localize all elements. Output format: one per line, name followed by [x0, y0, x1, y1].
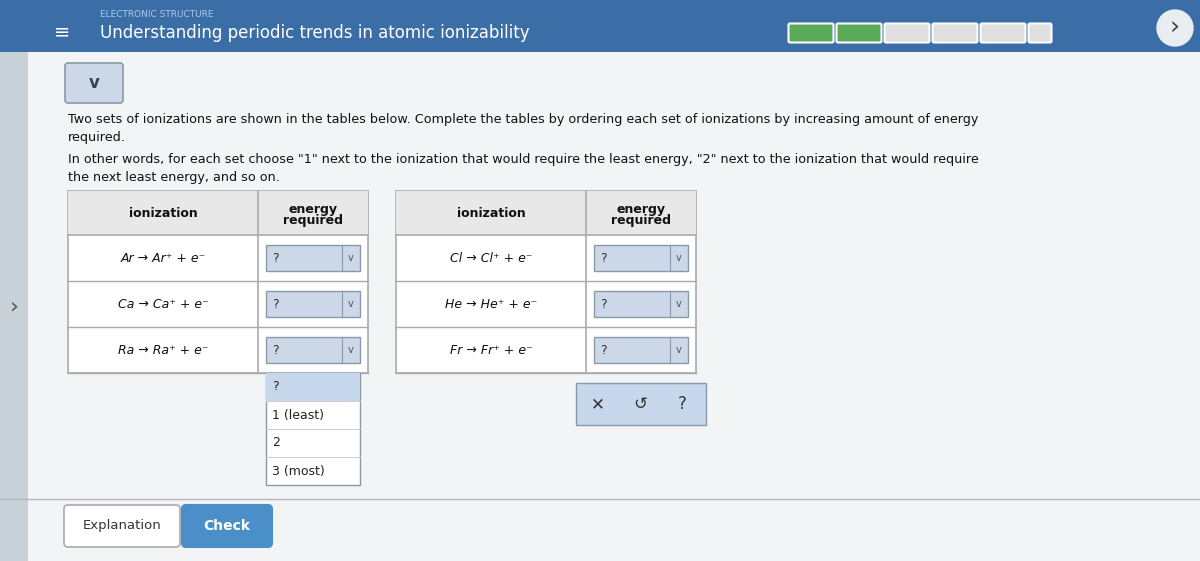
Text: Explanation: Explanation [83, 519, 161, 532]
Text: ?: ? [272, 297, 278, 310]
Text: ?: ? [272, 251, 278, 264]
Text: ✕: ✕ [592, 395, 605, 413]
Text: ?: ? [600, 343, 607, 356]
Text: ?: ? [600, 251, 607, 264]
Text: ?: ? [678, 395, 686, 413]
Text: the next least energy, and so on.: the next least energy, and so on. [68, 171, 280, 184]
Circle shape [1157, 10, 1193, 46]
FancyBboxPatch shape [266, 291, 360, 317]
Text: v: v [676, 345, 682, 355]
Text: v: v [89, 74, 100, 92]
Text: ELECTRONIC STRUCTURE: ELECTRONIC STRUCTURE [100, 10, 214, 19]
Text: Ra → Ra⁺ + e⁻: Ra → Ra⁺ + e⁻ [118, 343, 209, 356]
Text: ≡: ≡ [54, 22, 70, 42]
Text: In other words, for each set choose "1" next to the ionization that would requir: In other words, for each set choose "1" … [68, 153, 979, 166]
Text: required: required [283, 214, 343, 227]
Text: v: v [676, 253, 682, 263]
Bar [68, 191, 368, 373]
Text: v: v [348, 299, 354, 309]
FancyBboxPatch shape [65, 63, 124, 103]
Bar [0, 0, 1200, 52]
Text: ?: ? [272, 380, 278, 393]
FancyBboxPatch shape [1028, 24, 1051, 43]
Text: Cl → Cl⁺ + e⁻: Cl → Cl⁺ + e⁻ [450, 251, 533, 264]
FancyBboxPatch shape [594, 337, 688, 363]
Bar [396, 191, 696, 235]
Text: energy: energy [288, 203, 337, 215]
Text: 3 (most): 3 (most) [272, 465, 325, 477]
FancyBboxPatch shape [266, 337, 360, 363]
Text: ?: ? [600, 297, 607, 310]
Text: Understanding periodic trends in atomic ionizability: Understanding periodic trends in atomic … [100, 24, 529, 42]
FancyBboxPatch shape [594, 245, 688, 271]
FancyBboxPatch shape [884, 24, 930, 43]
Text: v: v [348, 345, 354, 355]
FancyBboxPatch shape [182, 505, 272, 547]
Text: ↺: ↺ [634, 395, 647, 413]
Text: required.: required. [68, 131, 126, 144]
FancyBboxPatch shape [576, 383, 706, 425]
Text: ?: ? [272, 343, 278, 356]
Text: He → He⁺ + e⁻: He → He⁺ + e⁻ [445, 297, 538, 310]
Text: Ar → Ar⁺ + e⁻: Ar → Ar⁺ + e⁻ [120, 251, 205, 264]
FancyBboxPatch shape [594, 291, 688, 317]
FancyBboxPatch shape [64, 505, 180, 547]
Text: Check: Check [204, 519, 251, 533]
Bar [266, 373, 360, 485]
Bar [266, 373, 360, 401]
Bar [0, 52, 28, 561]
Text: Ca → Ca⁺ + e⁻: Ca → Ca⁺ + e⁻ [118, 297, 209, 310]
Text: energy: energy [617, 203, 666, 215]
Text: Fr → Fr⁺ + e⁻: Fr → Fr⁺ + e⁻ [450, 343, 533, 356]
Text: v: v [676, 299, 682, 309]
Bar [68, 191, 368, 235]
Bar [396, 191, 696, 373]
Text: 2: 2 [272, 436, 280, 449]
Text: required: required [611, 214, 671, 227]
Text: 1 (least): 1 (least) [272, 408, 324, 421]
Text: ionization: ionization [128, 206, 197, 219]
FancyBboxPatch shape [836, 24, 882, 43]
Text: ›: › [10, 297, 18, 316]
Text: ionization: ionization [457, 206, 526, 219]
Text: v: v [348, 253, 354, 263]
FancyBboxPatch shape [266, 245, 360, 271]
Text: ›: › [1170, 16, 1180, 40]
FancyBboxPatch shape [932, 24, 978, 43]
FancyBboxPatch shape [788, 24, 834, 43]
Text: Two sets of ionizations are shown in the tables below. Complete the tables by or: Two sets of ionizations are shown in the… [68, 113, 978, 126]
FancyBboxPatch shape [980, 24, 1026, 43]
